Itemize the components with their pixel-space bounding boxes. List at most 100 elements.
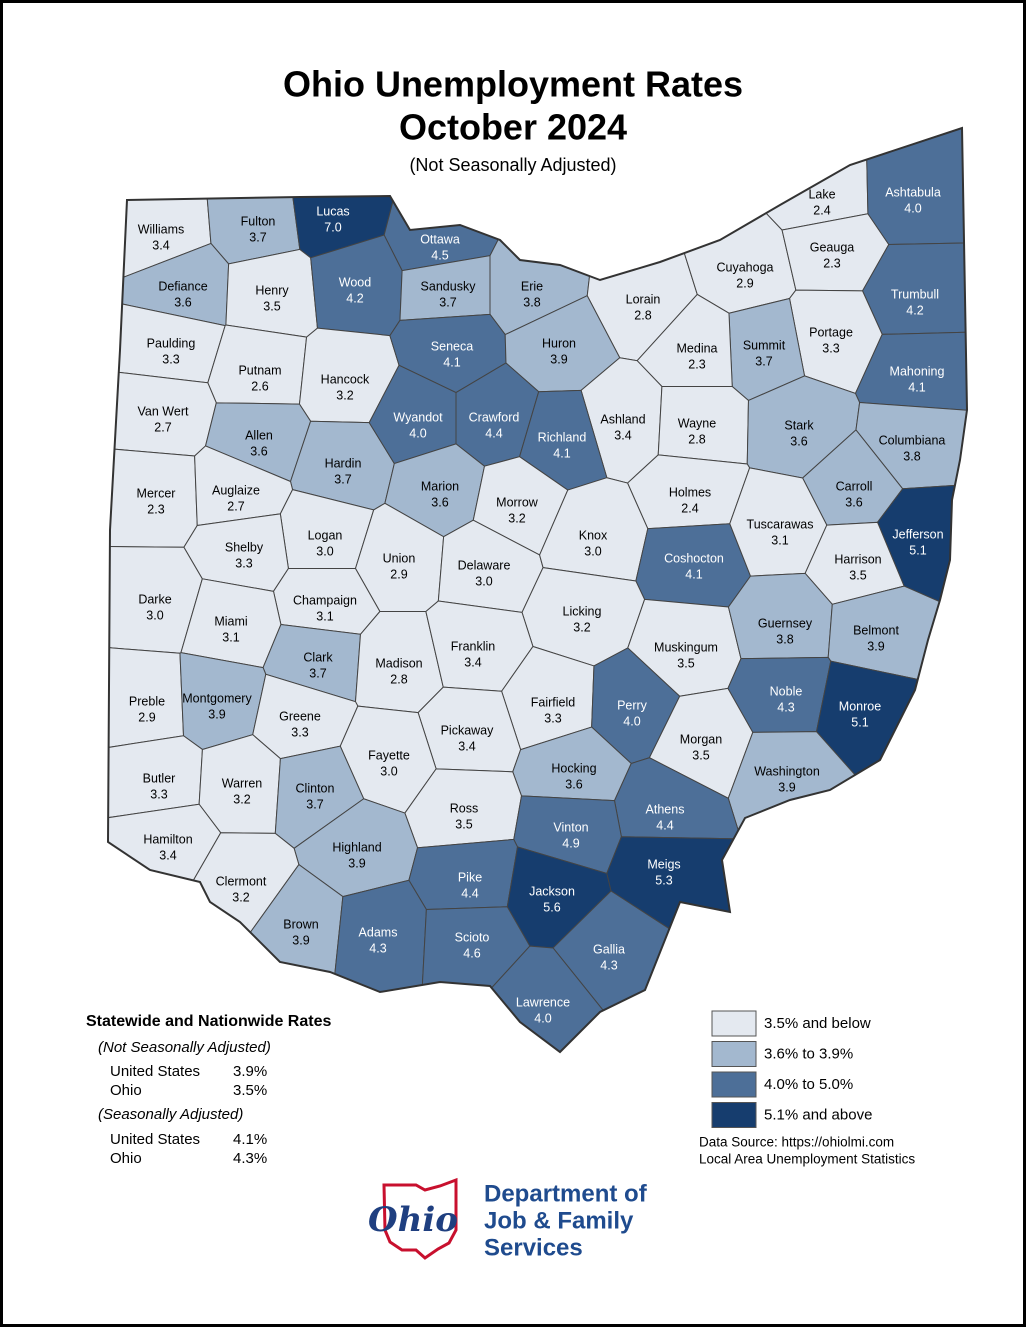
county-rate: 2.7: [227, 499, 244, 513]
county-rate: 3.2: [508, 511, 525, 525]
county-name: Marion: [421, 479, 459, 493]
county-rate: 3.0: [584, 544, 601, 558]
county-rate: 3.4: [464, 655, 481, 669]
county-name: Williams: [138, 222, 185, 236]
county-rate: 4.0: [623, 714, 640, 728]
county-rate: 4.1: [443, 355, 460, 369]
county-name: Brown: [283, 917, 318, 931]
statewide-box: Statewide and Nationwide Rates (Not Seas…: [86, 1013, 331, 1167]
county-rate: 3.6: [565, 777, 582, 791]
row-label: Ohio: [110, 1082, 142, 1099]
county-name: Knox: [579, 528, 608, 542]
county-rate: 3.3: [235, 556, 252, 570]
subtitle: (Not Seasonally Adjusted): [409, 155, 616, 175]
county-name: Auglaize: [212, 483, 260, 497]
county-name: Washington: [754, 764, 820, 778]
legend-label: 3.6% to 3.9%: [764, 1045, 853, 1062]
county-rate: 4.0: [904, 201, 921, 215]
logo-text: Job & Family: [484, 1207, 634, 1234]
county-rate: 3.6: [790, 434, 807, 448]
county-rate: 3.7: [249, 230, 266, 244]
county-name: Putnam: [238, 363, 281, 377]
county-name: Tuscarawas: [747, 517, 814, 531]
county-rate: 2.7: [154, 420, 171, 434]
county-rate: 3.3: [162, 352, 179, 366]
county-rate: 3.2: [233, 792, 250, 806]
row-label: Ohio: [110, 1150, 142, 1167]
county-name: Sandusky: [421, 279, 477, 293]
county-name: Henry: [255, 283, 289, 297]
county-rate: 3.7: [306, 797, 323, 811]
county-name: Adams: [359, 925, 398, 939]
county-name: Madison: [375, 656, 422, 670]
county-rate: 2.6: [251, 379, 268, 393]
county-rate: 2.3: [823, 256, 840, 270]
county-rate: 3.9: [867, 639, 884, 653]
county-rate: 3.4: [152, 238, 169, 252]
county-rate: 3.4: [159, 848, 176, 862]
county-name: Miami: [214, 614, 247, 628]
county-rate: 2.4: [813, 203, 830, 217]
legend-label: 5.1% and above: [764, 1106, 872, 1123]
county-name: Clermont: [216, 874, 267, 888]
county-name: Darke: [138, 592, 171, 606]
county-rate: 2.3: [147, 502, 164, 516]
county-name: Hancock: [321, 372, 370, 386]
county-name: Monroe: [839, 699, 881, 713]
county-rate: 4.9: [562, 836, 579, 850]
county-name: Ottawa: [420, 232, 460, 246]
row-value: 4.1%: [233, 1131, 267, 1148]
county-name: Lucas: [316, 204, 349, 218]
county-name: Jackson: [529, 884, 575, 898]
county-name: Guernsey: [758, 616, 813, 630]
county-name: Hocking: [551, 761, 596, 775]
row-value: 3.9%: [233, 1063, 267, 1080]
county-rate: 3.0: [146, 608, 163, 622]
county-rate: 3.8: [776, 632, 793, 646]
county-rate: 4.4: [656, 818, 673, 832]
county-rate: 2.9: [138, 710, 155, 724]
county-name: Ashtabula: [885, 185, 941, 199]
county-rate: 2.8: [688, 432, 705, 446]
county-name: Defiance: [158, 279, 207, 293]
county-rate: 5.3: [655, 873, 672, 887]
county-name: Carroll: [836, 479, 873, 493]
county-rate: 5.1: [851, 715, 868, 729]
label-layer: Williams 3.4 Fulton 3.7 Lucas 7.0 Ottawa 4.5 Def…: [129, 185, 945, 1025]
county-rate: 3.5: [677, 656, 694, 670]
county-name: Greene: [279, 709, 321, 723]
county-rate: 4.4: [461, 886, 478, 900]
county-name: Perry: [617, 698, 648, 712]
logo-outline: [382, 1177, 458, 1260]
county-rate: 4.0: [534, 1011, 551, 1025]
county-name: Richland: [538, 430, 587, 444]
legend-label: 3.5% and below: [764, 1015, 871, 1032]
county-name: Wayne: [678, 416, 716, 430]
county-name: Columbiana: [879, 433, 946, 447]
county-name: Athens: [646, 802, 685, 816]
county-rate: 2.9: [736, 276, 753, 290]
county-name: Licking: [563, 604, 602, 618]
county-rate: 3.2: [232, 890, 249, 904]
county-rate: 3.4: [458, 739, 475, 753]
county-name: Preble: [129, 694, 165, 708]
county-rate: 2.8: [390, 672, 407, 686]
county-rate: 5.6: [543, 900, 560, 914]
county-rate: 3.3: [822, 341, 839, 355]
county-name: Belmont: [853, 623, 899, 637]
county-rate: 3.9: [292, 933, 309, 947]
county-name: Ashland: [600, 412, 645, 426]
county-rate: 2.8: [634, 308, 651, 322]
county-rate: 3.9: [208, 707, 225, 721]
county-name: Gallia: [593, 942, 625, 956]
statewide-heading: Statewide and Nationwide Rates: [86, 1013, 331, 1030]
county-rate: 3.5: [849, 568, 866, 582]
county-rate: 3.3: [544, 711, 561, 725]
legend-swatch: [711, 1071, 757, 1098]
county-rate: 3.7: [755, 354, 772, 368]
source: Data Source: https://ohiolmi.com: [699, 1135, 894, 1150]
title: October 2024: [399, 107, 627, 148]
county-rate: 3.1: [771, 533, 788, 547]
county-name: Lorain: [626, 292, 661, 306]
